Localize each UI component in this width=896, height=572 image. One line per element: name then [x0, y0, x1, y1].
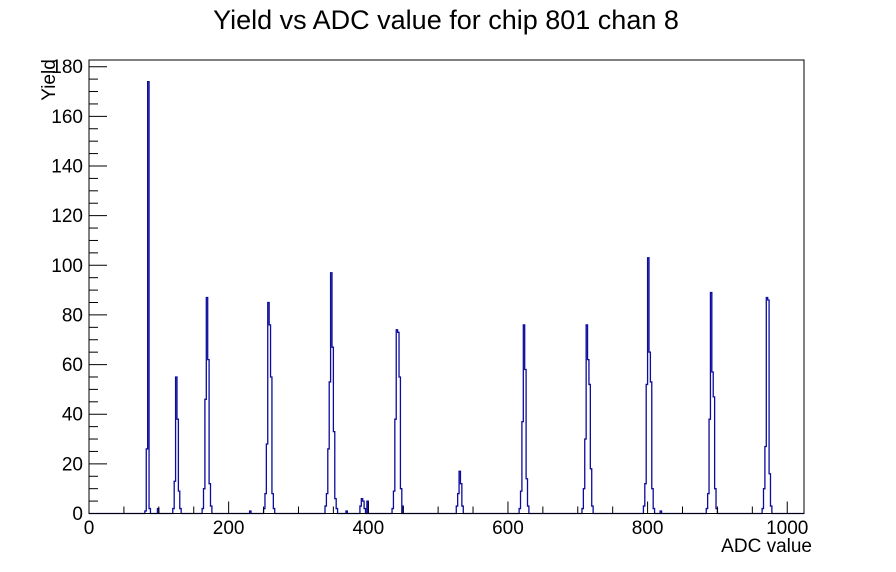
chart-title: Yield vs ADC value for chip 801 chan 8 [213, 5, 679, 35]
tick-labels: 0 200 400 600 800 1000 0 20 40 60 80 100 120 140 160 18… [51, 57, 808, 539]
y-axis-title: Yield [39, 59, 60, 101]
x-tick-label: 600 [492, 518, 524, 539]
y-tick-label: 0 [72, 504, 83, 525]
x-tick-label: 800 [632, 518, 664, 539]
y-tick-label: 180 [51, 57, 83, 78]
y-tick-label: 120 [51, 206, 83, 227]
x-tick-label: 200 [213, 518, 245, 539]
plot-frame [88, 59, 805, 514]
x-axis-title: ADC value [721, 536, 812, 557]
y-tick-label: 100 [51, 256, 83, 277]
x-tick-label: 1000 [766, 518, 808, 539]
y-tick-label: 20 [62, 454, 83, 475]
y-tick-label: 80 [62, 305, 83, 326]
y-tick-label: 60 [62, 355, 83, 376]
y-tick-label: 140 [51, 156, 83, 177]
y-tick-label: 40 [62, 405, 83, 426]
axis-ticks [88, 66, 788, 514]
x-tick-label: 0 [84, 518, 95, 539]
y-tick-label: 160 [51, 107, 83, 128]
histogram-line [89, 80, 804, 515]
x-tick-label: 400 [352, 518, 384, 539]
